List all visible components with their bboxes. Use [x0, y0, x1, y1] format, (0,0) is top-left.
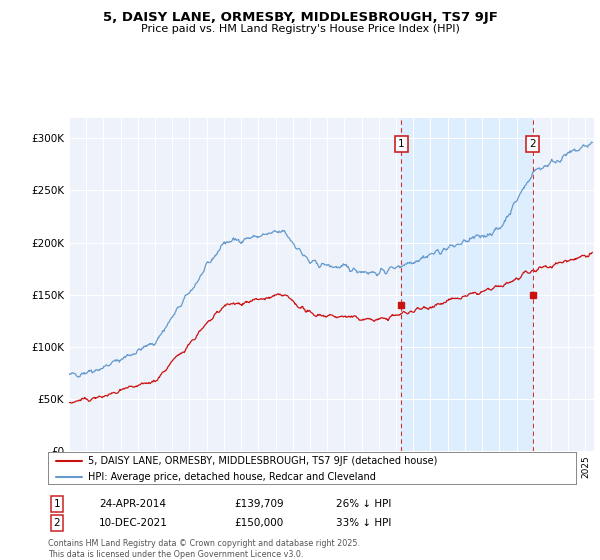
Text: HPI: Average price, detached house, Redcar and Cleveland: HPI: Average price, detached house, Redc… [88, 472, 376, 482]
Text: 10-DEC-2021: 10-DEC-2021 [99, 518, 168, 528]
Text: 2: 2 [529, 139, 536, 148]
Text: £150,000: £150,000 [234, 518, 283, 528]
Text: 2: 2 [53, 518, 61, 528]
Text: 1: 1 [398, 139, 404, 148]
Text: 24-APR-2014: 24-APR-2014 [99, 499, 166, 509]
Text: 1: 1 [53, 499, 61, 509]
Text: 5, DAISY LANE, ORMESBY, MIDDLESBROUGH, TS7 9JF (detached house): 5, DAISY LANE, ORMESBY, MIDDLESBROUGH, T… [88, 456, 437, 466]
Text: £139,709: £139,709 [234, 499, 284, 509]
Text: 33% ↓ HPI: 33% ↓ HPI [336, 518, 391, 528]
Text: 5, DAISY LANE, ORMESBY, MIDDLESBROUGH, TS7 9JF: 5, DAISY LANE, ORMESBY, MIDDLESBROUGH, T… [103, 11, 497, 24]
Text: 26% ↓ HPI: 26% ↓ HPI [336, 499, 391, 509]
Text: Price paid vs. HM Land Registry's House Price Index (HPI): Price paid vs. HM Land Registry's House … [140, 24, 460, 34]
Bar [401, 118, 533, 451]
Text: Contains HM Land Registry data © Crown copyright and database right 2025.
This d: Contains HM Land Registry data © Crown c… [48, 539, 360, 559]
